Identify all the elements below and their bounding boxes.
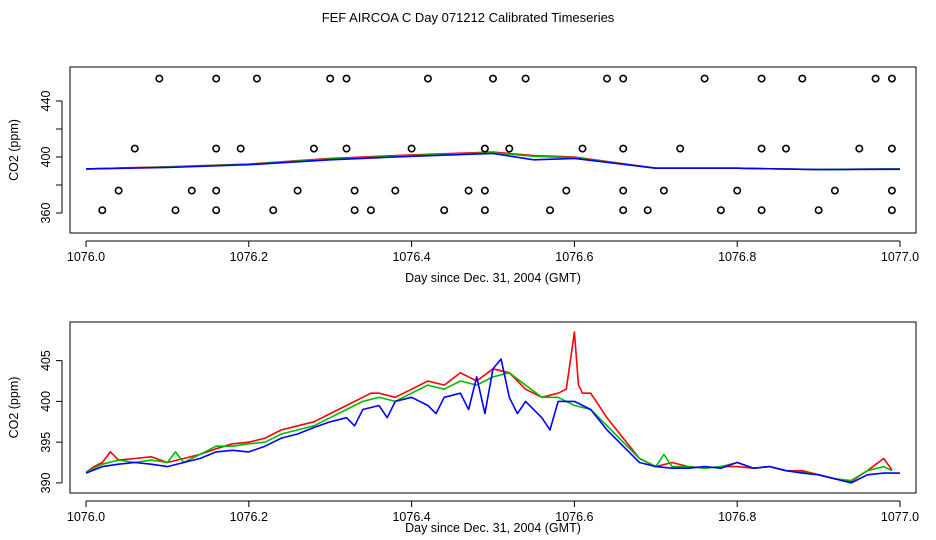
top-data-point — [350, 186, 359, 195]
top-data-point — [887, 186, 896, 195]
top-data-point — [830, 186, 839, 195]
top-data-point — [619, 144, 628, 153]
bottom-y-tick-label-400: 400 — [39, 391, 53, 412]
bottom-x-axis: 1076.0 1076.2 1076.4 1076.6 1076.8 1077.0 — [67, 500, 919, 524]
top-data-point — [480, 206, 489, 215]
top-data-point — [545, 206, 554, 215]
top-data-point — [659, 186, 668, 195]
top-data-point — [98, 206, 107, 215]
bottom-x-tick-label-1076-8: 1076.8 — [718, 510, 756, 524]
top-data-point — [757, 144, 766, 153]
top-data-point — [130, 144, 139, 153]
top-data-points — [98, 74, 896, 215]
top-data-point — [733, 186, 742, 195]
bottom-x-axis-label: Day since Dec. 31, 2004 (GMT) — [405, 521, 581, 535]
bottom-x-tick-label-1076-6: 1076.6 — [555, 510, 593, 524]
top-data-point — [488, 74, 497, 83]
top-x-tick-label-1076-2: 1076.2 — [230, 250, 268, 264]
top-x-axis: 1076.0 1076.2 1076.4 1076.6 1076.8 1077.0 — [67, 240, 919, 264]
top-data-point — [781, 144, 790, 153]
bottom-y-axis: 390 395 400 405 — [39, 350, 63, 493]
top-y-axis: 360 400 440 — [39, 91, 63, 224]
top-y-tick-label-440: 440 — [39, 91, 53, 112]
top-y-tick-label-400: 400 — [39, 147, 53, 168]
top-data-point — [676, 144, 685, 153]
top-data-point — [212, 144, 221, 153]
bottom-panel: 1076.0 1076.2 1076.4 1076.6 1076.8 1077.0 390… — [7, 321, 919, 535]
top-data-point — [505, 144, 514, 153]
top-x-tick-label-1076-4: 1076.4 — [392, 250, 430, 264]
top-data-point — [350, 206, 359, 215]
top-x-tick-label-1077: 1077.0 — [881, 250, 919, 264]
bottom-x-tick-label-1076: 1076.0 — [67, 510, 105, 524]
top-panel: 1076.0 1076.2 1076.4 1076.6 1076.8 1077.0 360… — [7, 66, 919, 285]
top-data-point — [521, 74, 530, 83]
top-x-tick-label-1076-6: 1076.6 — [555, 250, 593, 264]
top-data-point — [309, 144, 318, 153]
bottom-y-tick-label-390: 390 — [39, 472, 53, 493]
top-x-tick-label-1076: 1076.0 — [67, 250, 105, 264]
top-data-point — [326, 74, 335, 83]
top-x-tick-label-1076-8: 1076.8 — [718, 250, 756, 264]
top-data-point — [212, 74, 221, 83]
top-data-point — [578, 144, 587, 153]
top-data-point — [423, 74, 432, 83]
top-data-point — [171, 206, 180, 215]
top-data-point — [814, 206, 823, 215]
top-data-point — [602, 74, 611, 83]
top-data-point — [871, 74, 880, 83]
top-data-point — [887, 144, 896, 153]
figure-title: FEF AIRCOA C Day 071212 Calibrated Times… — [322, 10, 615, 25]
top-y-tick-label-360: 360 — [39, 203, 53, 224]
top-x-axis-label: Day since Dec. 31, 2004 (GMT) — [405, 271, 581, 285]
bottom-y-axis-label: CO2 (ppm) — [7, 377, 21, 439]
top-data-point — [391, 186, 400, 195]
top-data-point — [480, 186, 489, 195]
top-data-point — [757, 74, 766, 83]
bottom-series-lines — [85, 331, 900, 484]
bottom-y-tick-label-405: 405 — [39, 350, 53, 371]
top-y-axis-label: CO2 (ppm) — [7, 119, 21, 181]
top-data-point — [619, 74, 628, 83]
bottom-y-tick-label-395: 395 — [39, 432, 53, 453]
top-data-point — [366, 206, 375, 215]
top-data-point — [619, 206, 628, 215]
top-data-point — [716, 206, 725, 215]
top-data-point — [619, 186, 628, 195]
bottom-series-blue-line — [85, 358, 900, 484]
top-data-point — [293, 186, 302, 195]
bottom-plot-frame — [69, 321, 917, 494]
top-data-point — [480, 144, 489, 153]
top-data-point — [562, 186, 571, 195]
top-data-point — [212, 186, 221, 195]
top-data-point — [114, 186, 123, 195]
bottom-x-tick-label-1077: 1077.0 — [881, 510, 919, 524]
top-data-point — [407, 144, 416, 153]
top-data-point — [464, 186, 473, 195]
bottom-x-tick-label-1076-4: 1076.4 — [392, 510, 430, 524]
top-data-point — [855, 144, 864, 153]
top-data-point — [155, 74, 164, 83]
top-data-point — [252, 74, 261, 83]
top-data-point — [700, 74, 709, 83]
top-data-point — [887, 74, 896, 83]
top-plot-frame — [69, 66, 917, 234]
top-data-point — [342, 144, 351, 153]
bottom-x-tick-label-1076-2: 1076.2 — [230, 510, 268, 524]
top-data-point — [643, 206, 652, 215]
top-data-point — [187, 186, 196, 195]
top-data-point — [212, 206, 221, 215]
top-data-point — [757, 206, 766, 215]
top-series-lines — [85, 151, 901, 171]
top-data-point — [269, 206, 278, 215]
top-data-point — [342, 74, 351, 83]
top-data-point — [887, 206, 896, 215]
top-data-point — [798, 74, 807, 83]
top-data-point — [236, 144, 245, 153]
top-data-point — [440, 206, 449, 215]
top-series-blue-line — [85, 152, 901, 171]
